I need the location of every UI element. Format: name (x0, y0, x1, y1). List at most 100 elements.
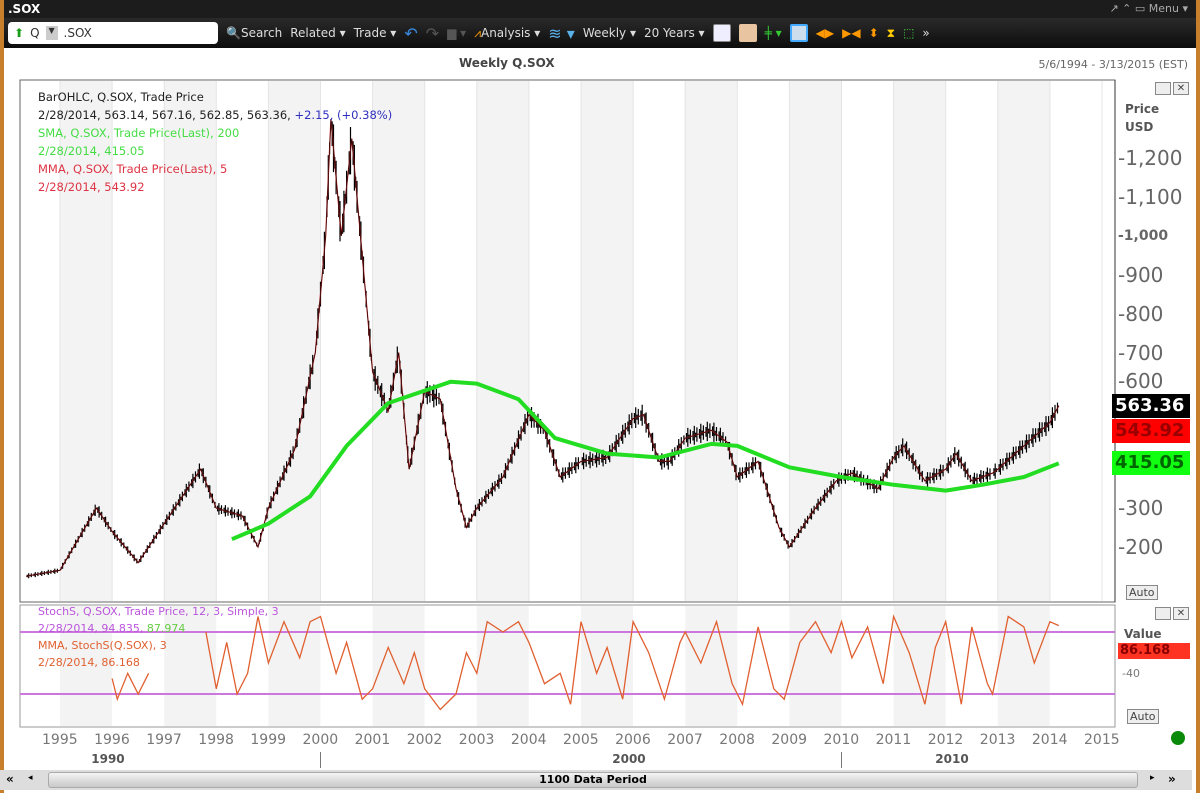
sma-line (231, 379, 1060, 542)
source-dropdown[interactable]: ▼ (45, 26, 58, 40)
status-indicator-icon (1171, 731, 1185, 745)
decade-label: 1990 (91, 752, 125, 766)
price-legend: BarOHLC, Q.SOX, Trade Price 2/28/2014, 5… (38, 88, 392, 196)
last-price-badge: 563.36 (1112, 394, 1190, 418)
close-stoch-icon[interactable]: ✕ (1173, 607, 1189, 620)
price-tick-label: -900 (1118, 262, 1164, 287)
title-bar: .SOX ↗ ⌃ ▭ Menu ▾ (4, 0, 1196, 18)
snapshot-icon[interactable] (789, 24, 808, 42)
scroll-right-icon[interactable]: ▸ (1150, 773, 1155, 783)
decade-label: 2000 (612, 752, 646, 766)
decade-label: 2010 (935, 752, 969, 766)
stoch-tick-40: -40 (1122, 667, 1140, 680)
folder-icon[interactable]: ▆ ▾ (447, 26, 467, 40)
window-title: .SOX (8, 2, 41, 16)
year-band (372, 81, 425, 601)
search-button[interactable]: 🔍Search (226, 26, 283, 40)
year-tick-label: 2008 (719, 732, 755, 748)
year-band (997, 606, 1050, 726)
scroll-horizontal-icon[interactable]: ◀▶ (815, 26, 835, 40)
year-tick-label: 2006 (615, 732, 651, 748)
year-tick-label: 2003 (458, 732, 495, 748)
year-tick-label: 2014 (1031, 732, 1068, 748)
stoch-axis-label: Value (1124, 627, 1162, 641)
price-tick-label: -300 (1118, 496, 1164, 521)
year-band (685, 606, 738, 726)
year-tick-label: 1997 (146, 732, 182, 748)
year-tick-label: 2012 (927, 732, 964, 748)
period-select[interactable]: 20 Years ▾ (643, 26, 705, 40)
analysis-menu[interactable]: ⩘Analysis ▾ (474, 25, 541, 40)
year-band (476, 606, 529, 726)
price-tick-label: -200 (1118, 535, 1164, 559)
zoom-vertical-icon[interactable]: ⧗ (886, 25, 896, 40)
year-tick-label: 1995 (42, 732, 78, 748)
related-menu[interactable]: Related ▾ (290, 26, 346, 40)
year-tick-label: 2011 (875, 732, 912, 748)
year-band (164, 606, 217, 726)
stoch-legend-values: 2/28/2014, 94.835, 87.974 (38, 622, 186, 635)
trade-menu[interactable]: Trade ▾ (353, 26, 397, 40)
year-tick-label: 2002 (406, 732, 443, 748)
undo-icon[interactable]: ↶ (404, 23, 418, 43)
year-band (685, 81, 738, 601)
bar-legend-values: 2/28/2014, 563.14, 567.16, 562.85, 563.3… (38, 108, 393, 122)
wave-icon[interactable]: ≋ ▾ (548, 23, 575, 43)
year-tick-label: 1998 (198, 732, 234, 748)
minimize-stoch-icon[interactable] (1155, 607, 1171, 620)
mma-legend-title: MMA, Q.SOX, Trade Price(Last), 5 (38, 162, 228, 176)
scrollbar-thumb[interactable]: 1100 Data Period (48, 772, 1138, 788)
scroll-left-icon[interactable]: ◂ (28, 773, 33, 783)
stoch-auto-button[interactable]: Auto (1127, 709, 1159, 724)
year-tick-label: 2015 (1084, 732, 1120, 748)
scroll-vertical-icon[interactable]: ⬍ (868, 26, 879, 40)
year-tick-label: 2000 (302, 732, 339, 748)
sma-price-badge: 415.05 (1112, 451, 1190, 475)
scrollbar[interactable]: « ◂ 1100 Data Period ▸ » (0, 770, 1192, 790)
toolbar: ⬆ Q ▼ .SOX 🔍Search Related ▾ Trade ▾ ↶ ↷… (4, 18, 1196, 48)
chart-title: Weekly Q.SOX (459, 56, 555, 70)
mma-price-badge: 543.92 (1112, 419, 1190, 443)
price-tick-label: -1,000 (1118, 227, 1169, 244)
minimize-panel-icon[interactable] (1155, 82, 1171, 95)
scroll-start-icon[interactable]: « (6, 772, 14, 786)
select-zoom-icon[interactable]: ⬚ (903, 26, 915, 40)
interval-select[interactable]: Weekly ▾ (582, 26, 636, 40)
price-close-line (26, 119, 1060, 577)
year-band (893, 81, 946, 601)
redo-icon[interactable]: ↷ (425, 23, 440, 43)
analysis-icon: ⩘ (474, 25, 481, 40)
year-band (581, 606, 633, 726)
bar-legend-title: BarOHLC, Q.SOX, Trade Price (38, 90, 204, 104)
year-band (893, 606, 946, 726)
year-tick-label: 2004 (510, 732, 547, 748)
year-tick-label: 2013 (979, 732, 1016, 748)
stoch-mma-title: MMA, StochS(Q.SOX), 3 (38, 639, 167, 652)
close-panel-icon[interactable]: ✕ (1173, 82, 1189, 95)
year-band (268, 81, 321, 601)
search-icon: 🔍 (226, 26, 241, 40)
year-tick-label: 1996 (94, 732, 130, 748)
compare-chart-icon[interactable] (738, 24, 757, 42)
more-icon[interactable]: » (922, 26, 930, 40)
scroll-end-icon[interactable]: » (1168, 772, 1176, 786)
year-tick-label: 2007 (667, 732, 703, 748)
price-tick-label: -800 (1118, 301, 1164, 326)
year-tick-label: 2001 (354, 732, 391, 748)
year-band (60, 81, 112, 601)
line-chart-icon[interactable] (712, 24, 731, 42)
stoch-value-badge: 86.168 (1118, 643, 1190, 659)
crosshair-icon[interactable]: ╪ ▾ (764, 26, 782, 40)
ticker-input[interactable]: ⬆ Q ▼ .SOX (8, 22, 218, 44)
mma-legend-value: 2/28/2014, 543.92 (38, 180, 145, 194)
sma-legend-title: SMA, Q.SOX, Trade Price(Last), 200 (38, 126, 240, 140)
stoch-line-early (111, 671, 150, 702)
price-tick-label: -1,200 (1118, 146, 1183, 170)
zoom-horizontal-icon[interactable]: ▶◀ (842, 26, 861, 40)
price-auto-button[interactable]: Auto (1126, 585, 1158, 600)
year-band (60, 606, 112, 726)
window-menu[interactable]: ↗ ⌃ ▭ Menu ▾ (1109, 2, 1188, 15)
date-range: 5/6/1994 - 3/13/2015 (EST) (1038, 58, 1189, 71)
sma-legend-value: 2/28/2014, 415.05 (38, 144, 145, 158)
